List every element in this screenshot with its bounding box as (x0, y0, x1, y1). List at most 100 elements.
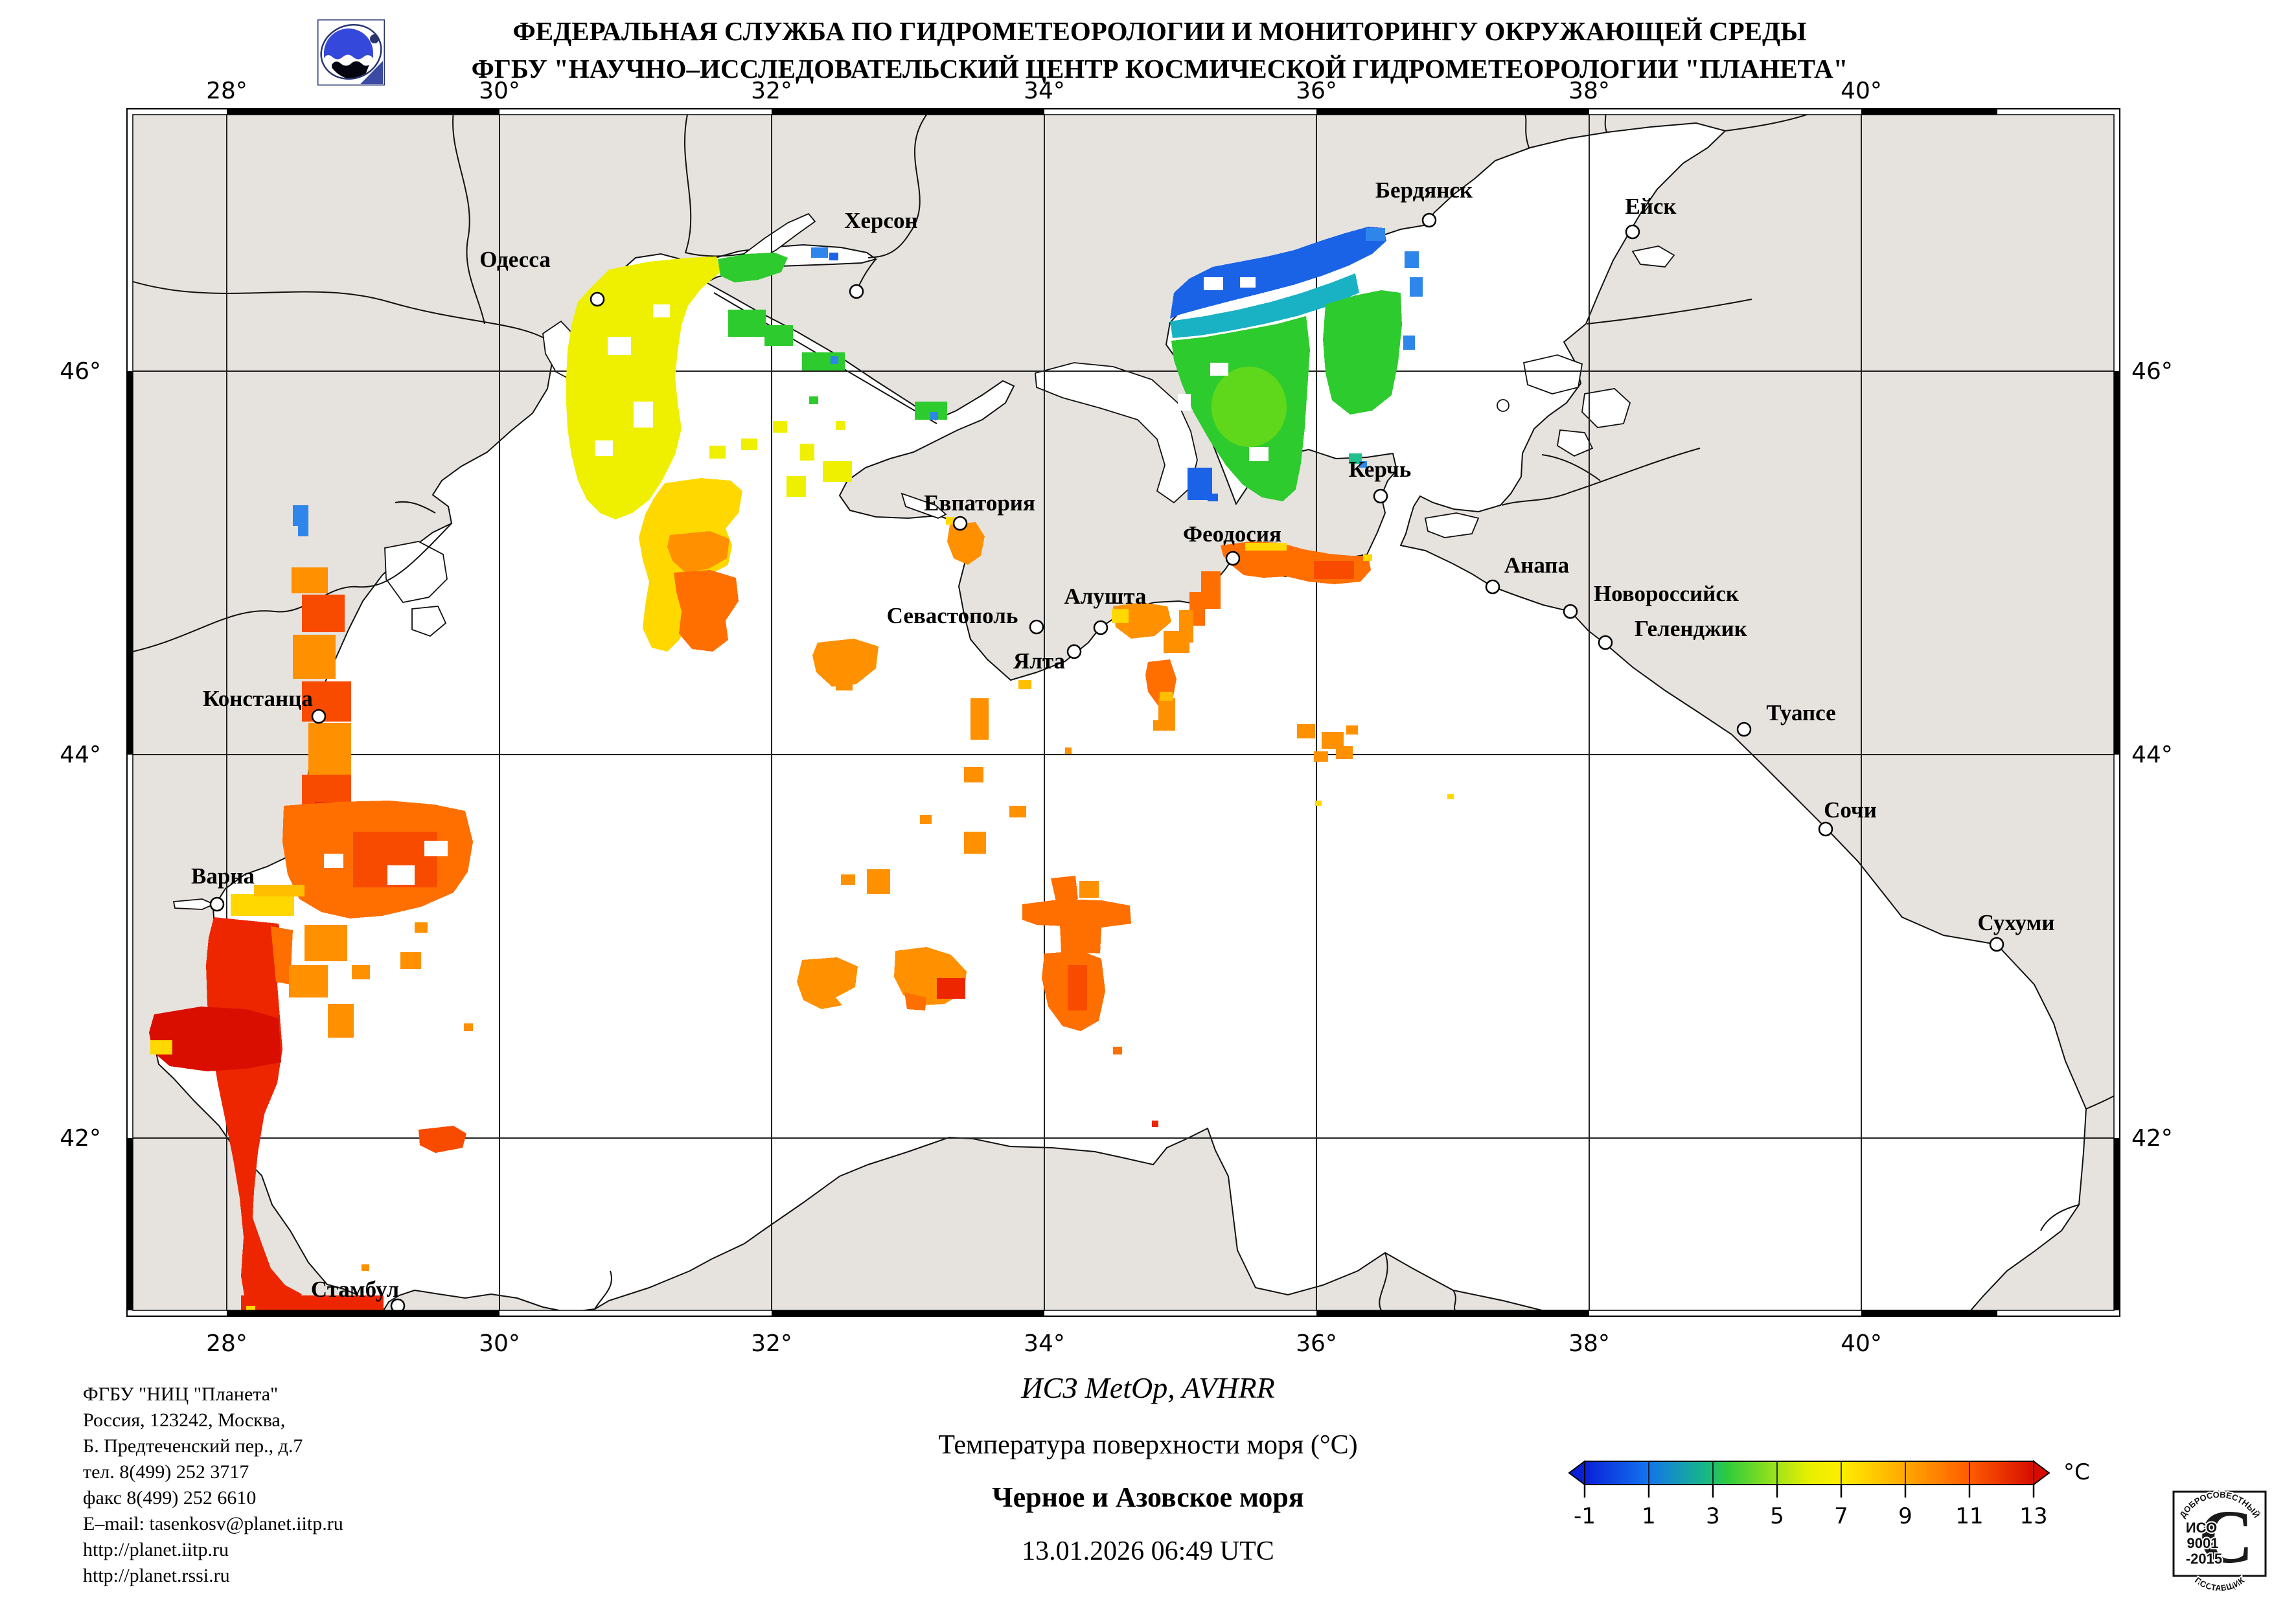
contact-line: тел. 8(499) 252 3717 (83, 1461, 249, 1483)
lon-tick-bottom: 32° (751, 1330, 792, 1357)
contact-line: Россия, 123242, Москва, (83, 1409, 285, 1431)
lat-tick-right: 46° (2131, 358, 2173, 385)
legend-tick-label: 1 (1642, 1503, 1656, 1529)
legend-left-arrow (1568, 1460, 1585, 1486)
lat-tick-right: 42° (2131, 1125, 2173, 1152)
city-label-Анапа: Анапа (1504, 553, 1569, 578)
lon-tick-top: 34° (1024, 78, 1065, 104)
header-line1: ФЕДЕРАЛЬНАЯ СЛУЖБА ПО ГИДРОМЕТЕОРОЛОГИИ … (513, 16, 1807, 46)
city-label-Сухуми: Сухуми (1977, 910, 2054, 935)
city-label-Феодосия: Феодосия (1183, 521, 1281, 547)
contact-line: http://planet.iitp.ru (83, 1539, 229, 1560)
longitude-labels-top: 28° 30° 32° 34° 36° 38° 40° (206, 78, 1882, 104)
legend-tick-label: 9 (1898, 1503, 1912, 1529)
lon-tick-top: 32° (751, 78, 792, 104)
sst-map: Одесса Херсон Бердянск Ейск Керчь Евпатория Фе… (60, 78, 2173, 1357)
lon-tick-top: 36° (1296, 78, 1337, 104)
city-label-Новороссийск: Новороссийск (1594, 581, 1739, 606)
city-label-Алушта: Алушта (1064, 584, 1146, 609)
city-dot-Новороссийск (1563, 604, 1578, 619)
city-dot-Констанца (311, 709, 327, 724)
contact-line: http://planet.rssi.ru (83, 1565, 230, 1586)
city-dot-Ялта (1066, 644, 1082, 659)
city-dot-Бердянск (1421, 212, 1437, 228)
temperature-legend: -1 1 3 5 7 9 11 13 °C (1568, 1459, 2090, 1529)
city-dot-Алушта (1093, 620, 1108, 635)
stamp-2015: -2015 (2186, 1551, 2222, 1567)
city-label-Одесса: Одесса (479, 247, 550, 272)
legend-tick-label: 7 (1834, 1503, 1848, 1529)
lon-tick-top: 28° (206, 78, 247, 104)
city-label-Евпатория: Евпатория (924, 490, 1035, 516)
logo-orbit-icon (320, 24, 382, 80)
lon-tick-bottom: 38° (1568, 1330, 1610, 1357)
latitude-labels-left: 46° 44° 42° (60, 358, 101, 1152)
city-label-Бердянск: Бердянск (1375, 177, 1473, 203)
city-dot-Ейск (1625, 224, 1640, 240)
city-dot-Геленджик (1598, 635, 1613, 650)
city-label-Ейск: Ейск (1625, 194, 1677, 219)
legend-gradient-bar (1584, 1461, 2034, 1485)
lat-tick-left: 42° (60, 1125, 101, 1152)
contact-line: факс 8(499) 252 6610 (83, 1487, 256, 1509)
latitude-labels-right: 46° 44° 42° (2131, 358, 2173, 1152)
legend-tick-label: 3 (1706, 1503, 1720, 1529)
logo-planet-icon (324, 28, 373, 60)
city-dot-Стамбул (390, 1298, 406, 1310)
city-label-Туапсе: Туапсе (1766, 700, 1835, 725)
city-dot-Феодосия (1225, 551, 1241, 566)
header: ФЕДЕРАЛЬНАЯ СЛУЖБА ПО ГИДРОМЕТЕОРОЛОГИИ … (317, 16, 1848, 85)
logo-wave-icon (332, 61, 369, 80)
city-label-Варна: Варна (191, 863, 255, 889)
city-dot-Сухуми (1989, 937, 2004, 952)
lon-tick-bottom: 36° (1296, 1330, 1337, 1357)
longitude-labels-bottom: 28° 30° 32° 34° 36° 38° 40° (206, 1330, 1882, 1357)
city-dot-Анапа (1485, 579, 1500, 595)
stamp-iso: ИСО (2186, 1520, 2217, 1536)
contact-line: ФГБУ "НИЦ "Планета" (83, 1384, 278, 1405)
logo-corner-triangle (360, 61, 383, 84)
lon-tick-bottom: 34° (1024, 1330, 1065, 1357)
lon-tick-bottom: 30° (479, 1330, 520, 1357)
city-dot-Варна (209, 896, 225, 912)
stamp-9001: 9001 (2187, 1535, 2219, 1551)
contact-line: Б. Предтеченский пер., д.7 (83, 1435, 303, 1457)
legend-tick-label: -1 (1574, 1503, 1596, 1529)
legend-tick-label: 13 (2019, 1503, 2047, 1529)
city-label-Севастополь: Севастополь (887, 603, 1018, 628)
lon-tick-top: 30° (479, 78, 520, 104)
lat-tick-left: 44° (60, 742, 101, 768)
lat-tick-left: 46° (60, 358, 101, 385)
city-label-Ялта: Ялта (1013, 648, 1065, 674)
lon-tick-bottom: 28° (206, 1330, 247, 1357)
city-dot-Евпатория (952, 516, 968, 531)
footer: ФГБУ "НИЦ "Планета" Россия, 123242, Москв… (83, 1371, 2267, 1594)
satellite-caption: ИСЗ MetOp, AVHRR (1020, 1371, 1274, 1404)
city-dot-Севастополь (1029, 619, 1044, 635)
city-layer: Одесса Херсон Бердянск Ейск Керчь Евпатория Фе… (191, 177, 2055, 1310)
city-label-Констанца: Констанца (203, 686, 313, 711)
legend-right-arrow (2033, 1460, 2050, 1486)
city-label-Херсон: Херсон (844, 208, 917, 233)
header-line2: ФГБУ "НАУЧНО–ИССЛЕДОВАТЕЛЬСКИЙ ЦЕНТР КОС… (472, 54, 1848, 84)
city-dot-Херсон (849, 284, 864, 299)
logo-satellite-icon (370, 34, 379, 43)
city-dot-Керчь (1373, 488, 1388, 504)
city-label-Керчь: Керчь (1349, 457, 1411, 482)
contact-block: ФГБУ "НИЦ "Планета" Россия, 123242, Москв… (83, 1384, 343, 1586)
iso-9001-stamp: С ДОБРОСОВЕСТНЫЙ ПОСТАВЩИК ИСО 9001 -201… (2172, 1488, 2267, 1594)
lat-tick-right: 44° (2131, 742, 2173, 768)
legend-tick-label: 5 (1770, 1503, 1784, 1529)
city-label-Стамбул: Стамбул (311, 1277, 399, 1302)
legend-unit: °C (2063, 1459, 2090, 1485)
map-frame (126, 108, 2120, 1317)
lon-tick-bottom: 40° (1841, 1330, 1882, 1357)
city-label-Сочи: Сочи (1824, 797, 1877, 823)
city-dot-Сочи (1818, 821, 1833, 837)
lon-tick-top: 38° (1568, 78, 1610, 104)
legend-ticks: -1 1 3 5 7 9 11 13 (1574, 1461, 2048, 1529)
sst-field (149, 227, 1454, 1310)
city-dot-Одесса (590, 291, 605, 307)
datetime-caption: 13.01.2026 06:49 UTC (1022, 1536, 1274, 1566)
contact-line: E–mail: tasenkosv@planet.iitp.ru (83, 1513, 343, 1534)
